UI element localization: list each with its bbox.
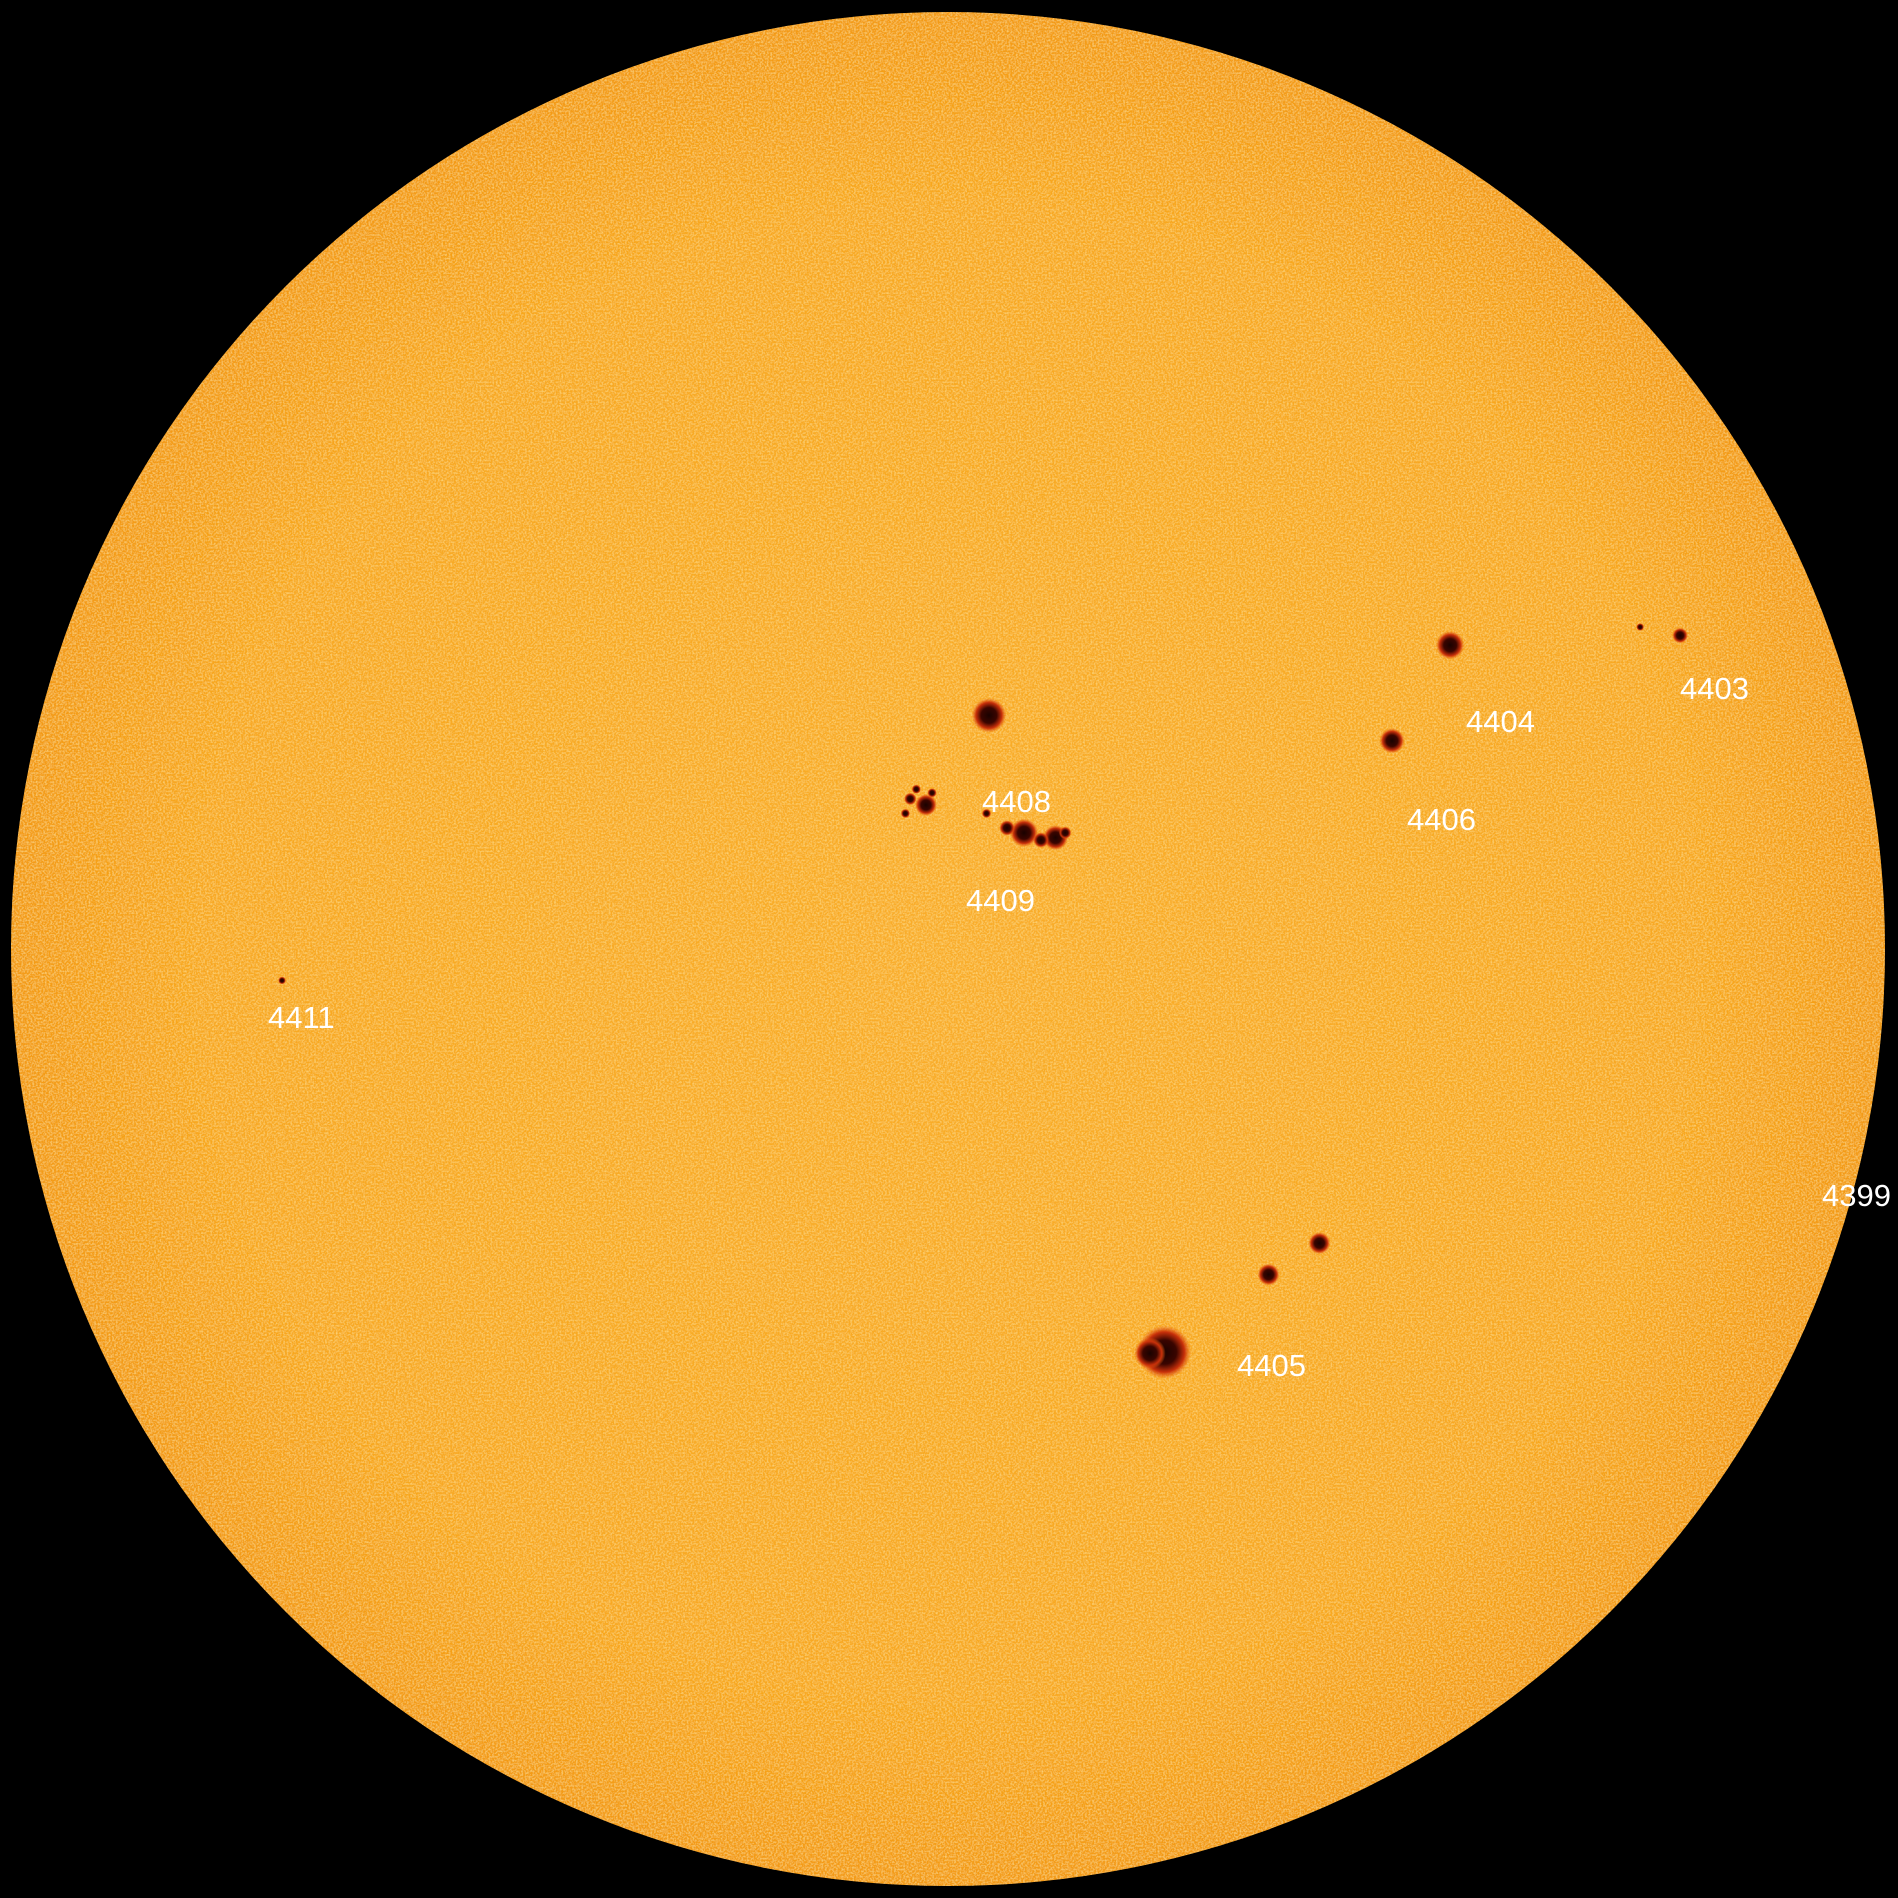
- region-labels: 4403 4404 4408 4406 4409 4411 4399 4405: [268, 671, 1891, 1383]
- sunspot: [927, 788, 937, 798]
- sunspot: [903, 792, 917, 806]
- sunspot: [900, 808, 911, 819]
- sunspot: [1058, 826, 1072, 840]
- region-label: 4404: [1466, 704, 1535, 739]
- region-label: 4406: [1407, 802, 1476, 837]
- sunspot: [1009, 818, 1039, 847]
- sunspot: [1379, 728, 1405, 754]
- sunspot: [1308, 1232, 1331, 1255]
- sunspot: [914, 793, 938, 816]
- sunspot: [971, 698, 1007, 733]
- region-label: 4411: [268, 1000, 335, 1035]
- sunspots: [278, 623, 1688, 1379]
- sunspot: [1257, 1263, 1280, 1286]
- sunspot: [999, 820, 1015, 836]
- region-label: 4405: [1237, 1348, 1306, 1383]
- sunspot: [1435, 631, 1465, 660]
- sunspot: [1033, 832, 1049, 848]
- sunspot: [981, 808, 992, 819]
- sunspot: [1636, 623, 1645, 631]
- sun-disk: [11, 12, 1885, 1886]
- sunspot: [278, 976, 286, 985]
- sunspot: [1134, 1337, 1166, 1370]
- region-label: 4399: [1822, 1178, 1891, 1213]
- region-label: 4409: [966, 883, 1035, 918]
- region-label: 4403: [1680, 671, 1749, 706]
- sunspot: [911, 784, 922, 794]
- region-label: 4408: [982, 784, 1051, 819]
- sunspot: [1672, 627, 1688, 644]
